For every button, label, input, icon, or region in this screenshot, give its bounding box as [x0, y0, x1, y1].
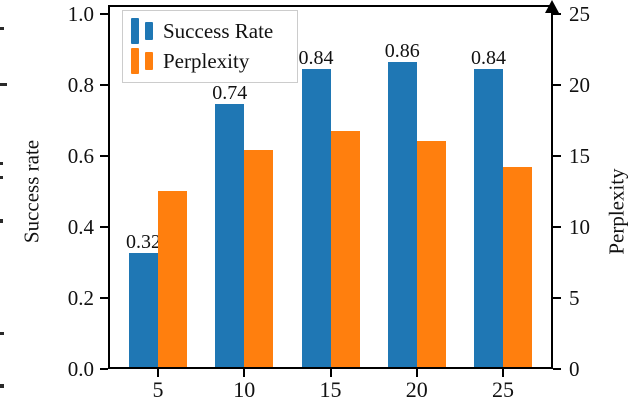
legend-item-success-rate: Success Rate — [131, 16, 289, 46]
bar-perplexity-10 — [244, 149, 274, 367]
bar-success-rate-10 — [215, 104, 245, 367]
x-tick — [157, 369, 160, 377]
legend-label: Success Rate — [163, 18, 274, 43]
x-tick-label: 15 — [319, 377, 342, 402]
y-tick-label-right: 0 — [569, 357, 580, 381]
y-tick-left — [100, 155, 108, 157]
y-tick-right — [553, 84, 561, 86]
bar-success-rate-5 — [129, 253, 159, 367]
y-tick-label-right: 10 — [569, 215, 590, 239]
bar-value-label: 0.74 — [212, 82, 248, 105]
bar-success-rate-25 — [473, 68, 503, 367]
x-tick-label: 10 — [233, 377, 256, 402]
bar-value-label: 0.86 — [384, 39, 420, 62]
y-tick-right — [553, 297, 561, 299]
y-tick-left — [100, 368, 108, 370]
y-tick-left — [100, 13, 108, 15]
perplexity-bar-icon — [131, 48, 163, 74]
bar-perplexity-25 — [502, 166, 532, 367]
x-tick-label: 20 — [405, 377, 428, 402]
y-tick-label-left: 1.0 — [67, 2, 94, 26]
cropped-glyph-fragment — [0, 176, 3, 179]
bar-perplexity-20 — [416, 141, 446, 367]
bar-value-label: 0.32 — [126, 231, 162, 254]
legend-item-perplexity: Perplexity — [131, 46, 289, 76]
y-tick-left — [100, 226, 108, 228]
x-tick-label: 25 — [491, 377, 514, 402]
y-tick-label-right: 20 — [569, 73, 590, 97]
y-tick-right — [553, 368, 561, 370]
y-tick-label-left: 0.2 — [67, 286, 94, 310]
cropped-glyph-fragment — [0, 384, 4, 388]
y-tick-left — [100, 84, 108, 86]
x-tick — [415, 369, 418, 377]
left-axis-title: Success rate — [19, 139, 44, 244]
bar-value-label: 0.84 — [298, 46, 334, 69]
legend-label: Perplexity — [163, 48, 250, 73]
cropped-glyph-fragment — [0, 83, 7, 86]
y-tick-right — [553, 226, 561, 228]
cropped-glyph-fragment — [0, 162, 3, 165]
axis-arrow-up-icon — [545, 0, 559, 13]
y-tick-label-right: 15 — [569, 144, 590, 168]
right-axis-title: Perplexity — [604, 168, 629, 255]
y-tick-label-left: 0.6 — [67, 144, 94, 168]
y-tick-right — [553, 13, 561, 15]
y-tick-label-left: 0.4 — [67, 215, 94, 239]
x-tick — [243, 369, 246, 377]
legend: Success Rate Perplexity — [122, 10, 298, 83]
y-tick-label-right: 5 — [569, 286, 580, 310]
y-tick-right — [553, 155, 561, 157]
y-tick-left — [100, 297, 108, 299]
x-tick — [329, 369, 332, 377]
bar-perplexity-5 — [158, 190, 188, 367]
y-tick-label-right: 25 — [569, 2, 590, 26]
cropped-glyph-fragment — [0, 332, 4, 335]
bar-perplexity-15 — [330, 131, 360, 367]
bar-success-rate-20 — [387, 61, 417, 367]
x-tick — [501, 369, 504, 377]
plot-area: 0.32 0.74 0.84 0.86 0.84 Success Rate Perple… — [108, 5, 553, 369]
success-rate-bar-icon — [131, 18, 163, 44]
bar-success-rate-15 — [301, 68, 331, 367]
y-tick-label-left: 0.0 — [67, 357, 94, 381]
bar-value-label: 0.84 — [470, 46, 506, 69]
cropped-glyph-fragment — [0, 219, 3, 223]
x-tick-label: 5 — [152, 377, 164, 402]
cropped-glyph-fragment — [0, 27, 4, 30]
y-tick-label-left: 0.8 — [67, 73, 94, 97]
